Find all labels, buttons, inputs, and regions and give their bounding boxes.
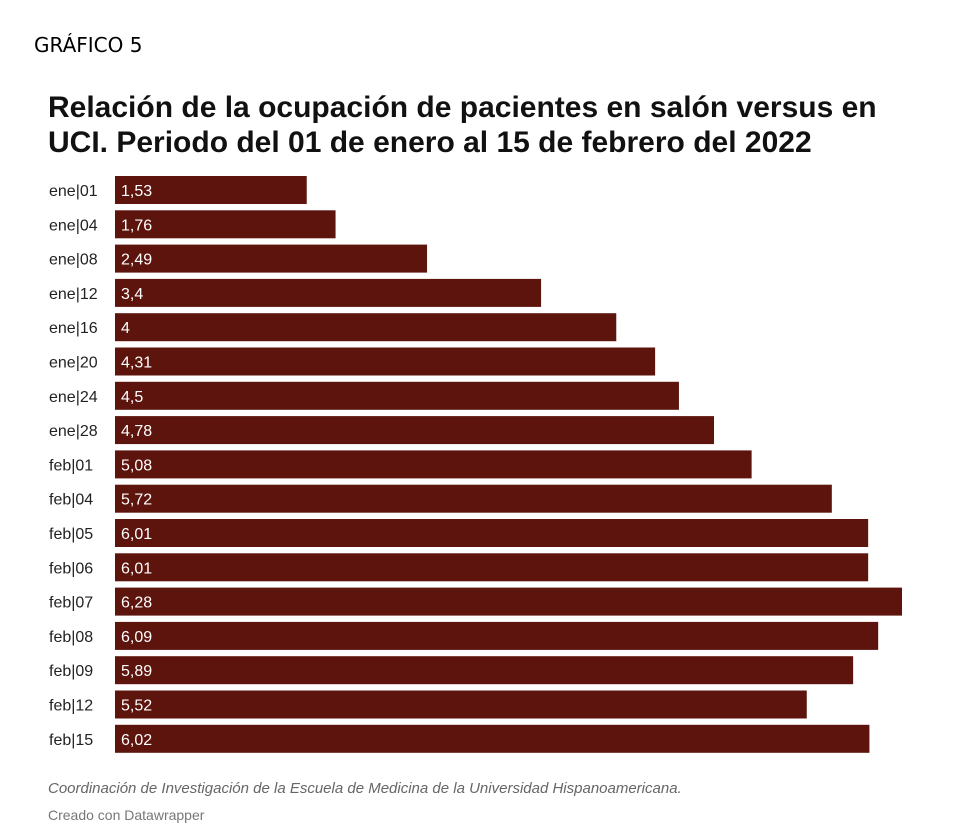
bar[interactable]	[115, 210, 336, 239]
category-label: ene|28	[49, 423, 98, 440]
category-label: feb|01	[49, 457, 93, 474]
category-label: feb|04	[49, 492, 93, 509]
bar[interactable]	[115, 519, 869, 547]
bar[interactable]	[115, 690, 807, 719]
bar-value-label: 5,08	[121, 457, 152, 474]
bar[interactable]	[115, 656, 854, 685]
bar-value-label: 4,78	[121, 423, 152, 440]
bar[interactable]	[115, 347, 656, 376]
bar[interactable]	[115, 621, 879, 650]
bar[interactable]	[115, 244, 428, 273]
bar-value-label: 3,4	[121, 286, 143, 303]
category-label: ene|04	[49, 217, 98, 234]
category-label: ene|01	[49, 183, 98, 200]
bar-value-label: 4,5	[121, 389, 143, 406]
bar-value-label: 5,52	[121, 698, 152, 715]
category-label: feb|06	[49, 560, 93, 577]
bar[interactable]	[115, 416, 715, 445]
bar[interactable]	[115, 313, 617, 342]
bar-value-label: 4,31	[121, 355, 152, 372]
bar-value-label: 6,01	[121, 560, 152, 577]
category-label: ene|24	[49, 389, 98, 406]
bar-value-label: 1,76	[121, 217, 152, 234]
bar-value-label: 5,89	[121, 663, 152, 680]
category-label: feb|15	[49, 732, 93, 749]
bar-value-label: 6,02	[121, 732, 152, 749]
bar[interactable]	[115, 724, 870, 753]
bar[interactable]	[115, 176, 307, 204]
bar[interactable]	[115, 587, 902, 616]
category-label: ene|12	[49, 286, 98, 303]
bar[interactable]	[115, 381, 679, 410]
bar-value-label: 6,09	[121, 629, 152, 646]
category-label: ene|20	[49, 355, 98, 372]
category-label: ene|08	[49, 252, 98, 269]
bar-value-label: 5,72	[121, 492, 152, 509]
bar[interactable]	[115, 484, 832, 513]
category-label: feb|12	[49, 698, 93, 715]
bar-value-label: 6,01	[121, 526, 152, 543]
figure-label: GRÁFICO 5	[34, 33, 143, 57]
category-label: feb|07	[49, 595, 93, 612]
credit-link[interactable]: Creado con Datawrapper	[48, 807, 205, 823]
bar[interactable]	[115, 278, 542, 307]
bar-value-label: 6,28	[121, 595, 152, 612]
bar-value-label: 2,49	[121, 252, 152, 269]
category-label: feb|05	[49, 526, 93, 543]
bar-value-label: 1,53	[121, 183, 152, 200]
category-label: feb|09	[49, 663, 93, 680]
bar-value-label: 4	[121, 320, 130, 337]
category-label: ene|16	[49, 320, 98, 337]
bar[interactable]	[115, 553, 869, 582]
chart-title: Relación de la ocupación de pacientes en…	[48, 91, 877, 159]
category-label: feb|08	[49, 629, 93, 646]
source-note: Coordinación de Investigación de la Escu…	[48, 780, 682, 797]
bar[interactable]	[115, 450, 752, 479]
